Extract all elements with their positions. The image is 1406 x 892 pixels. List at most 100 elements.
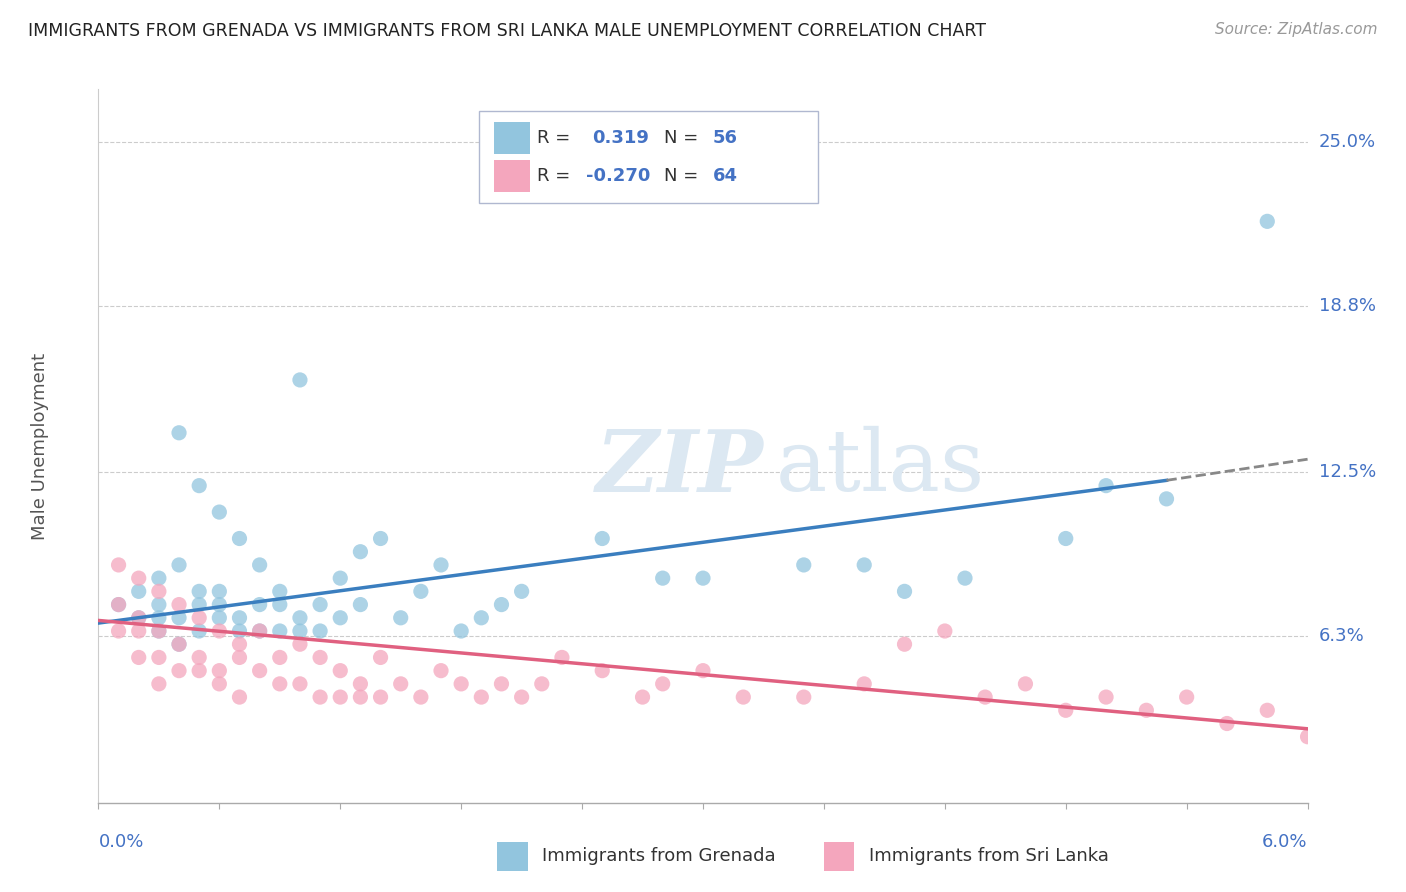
Point <box>249 624 271 638</box>
Point <box>349 690 371 704</box>
Point <box>107 558 129 572</box>
Text: N =: N = <box>664 128 704 146</box>
Text: ZIP: ZIP <box>596 425 763 509</box>
Text: Immigrants from Grenada: Immigrants from Grenada <box>543 847 776 865</box>
Point <box>349 545 371 559</box>
Point <box>651 677 673 691</box>
Point <box>167 637 190 651</box>
Point <box>269 650 291 665</box>
Point <box>409 690 432 704</box>
Point <box>167 611 190 625</box>
Text: -0.270: -0.270 <box>586 168 650 186</box>
Point <box>329 664 352 678</box>
Point <box>370 532 392 546</box>
Point <box>208 677 231 691</box>
Point <box>430 664 453 678</box>
Text: Male Unemployment: Male Unemployment <box>31 352 49 540</box>
Text: R =: R = <box>537 128 576 146</box>
FancyBboxPatch shape <box>479 111 818 203</box>
Point <box>288 611 311 625</box>
Point <box>148 598 170 612</box>
Point <box>188 478 211 492</box>
Point <box>288 373 311 387</box>
Point <box>128 571 150 585</box>
Point <box>793 690 815 704</box>
Point <box>793 558 815 572</box>
Point <box>148 571 170 585</box>
Text: 0.319: 0.319 <box>592 128 648 146</box>
Point <box>128 624 150 638</box>
Point <box>370 690 392 704</box>
Point <box>188 611 211 625</box>
Point <box>934 624 956 638</box>
Text: 64: 64 <box>713 168 738 186</box>
Point <box>1095 690 1118 704</box>
Point <box>389 611 412 625</box>
Point <box>551 650 574 665</box>
Point <box>329 611 352 625</box>
Point <box>1054 703 1077 717</box>
Point <box>470 690 492 704</box>
Point <box>631 690 654 704</box>
Point <box>208 598 231 612</box>
Point <box>249 558 271 572</box>
Point <box>893 637 915 651</box>
Point <box>309 650 332 665</box>
Point <box>450 677 472 691</box>
Point <box>228 611 250 625</box>
Text: 18.8%: 18.8% <box>1319 297 1375 315</box>
Point <box>269 677 291 691</box>
Point <box>288 677 311 691</box>
FancyBboxPatch shape <box>494 161 530 193</box>
Point <box>1175 690 1198 704</box>
Point <box>167 558 190 572</box>
Point <box>651 571 673 585</box>
Point <box>409 584 432 599</box>
Point <box>228 650 250 665</box>
Point <box>530 677 553 691</box>
Point <box>208 584 231 599</box>
Point <box>128 611 150 625</box>
Point <box>974 690 997 704</box>
Point <box>228 532 250 546</box>
Point <box>288 637 311 651</box>
Point <box>208 611 231 625</box>
Point <box>692 571 714 585</box>
Point <box>1156 491 1178 506</box>
Point <box>1256 214 1278 228</box>
Point <box>228 690 250 704</box>
Point <box>167 598 190 612</box>
FancyBboxPatch shape <box>494 121 530 153</box>
Point <box>309 690 332 704</box>
Text: 6.3%: 6.3% <box>1319 627 1364 645</box>
Point <box>491 598 513 612</box>
Point <box>470 611 492 625</box>
Point <box>269 624 291 638</box>
Point <box>591 532 613 546</box>
Point <box>107 598 129 612</box>
Point <box>148 624 170 638</box>
Point <box>853 677 876 691</box>
Point <box>1014 677 1036 691</box>
Point <box>128 584 150 599</box>
Point <box>1135 703 1157 717</box>
Point <box>148 584 170 599</box>
Point <box>893 584 915 599</box>
Point <box>491 677 513 691</box>
Point <box>692 664 714 678</box>
Text: N =: N = <box>664 168 704 186</box>
Point <box>510 690 533 704</box>
Point <box>430 558 453 572</box>
Text: Immigrants from Sri Lanka: Immigrants from Sri Lanka <box>869 847 1108 865</box>
Text: 25.0%: 25.0% <box>1319 133 1376 151</box>
Point <box>208 505 231 519</box>
Text: 12.5%: 12.5% <box>1319 464 1376 482</box>
Point <box>953 571 976 585</box>
Text: atlas: atlas <box>776 425 984 509</box>
Point <box>107 624 129 638</box>
Point <box>188 650 211 665</box>
Point <box>208 664 231 678</box>
Point <box>249 598 271 612</box>
Point <box>853 558 876 572</box>
Point <box>329 690 352 704</box>
